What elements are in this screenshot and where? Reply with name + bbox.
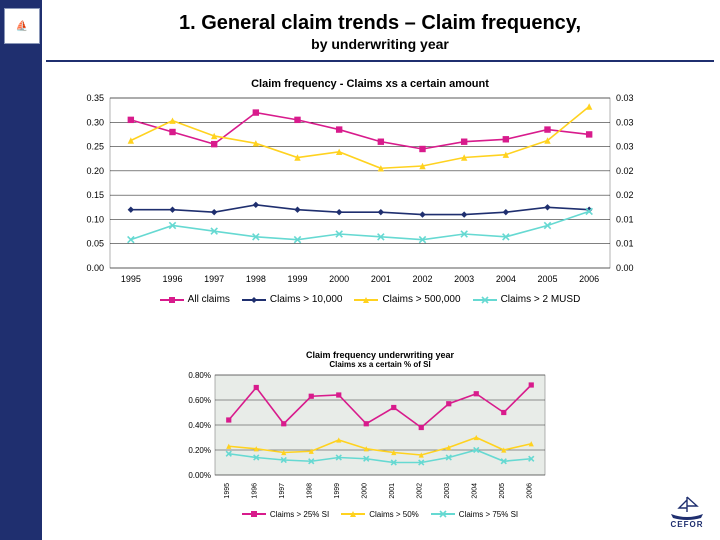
svg-text:0.30: 0.30 [86,117,104,127]
svg-text:1995: 1995 [224,483,231,499]
legend-item: All claims [160,294,230,305]
svg-text:2000: 2000 [361,483,368,499]
svg-text:0.10: 0.10 [86,214,104,224]
ship-icon [667,494,707,520]
chart1-title: Claim frequency - Claims xs a certain am… [70,78,670,90]
chart2-title: Claim frequency underwriting year [175,350,585,360]
svg-text:0.03: 0.03 [616,117,634,127]
svg-text:1995: 1995 [121,274,141,284]
svg-text:0.15: 0.15 [86,190,104,200]
svg-text:2003: 2003 [444,483,451,499]
title-underline [46,60,714,62]
svg-text:1999: 1999 [287,274,307,284]
svg-text:0.02: 0.02 [616,190,634,200]
svg-text:1998: 1998 [306,483,313,499]
svg-text:2005: 2005 [537,274,557,284]
svg-text:2003: 2003 [454,274,474,284]
svg-text:1997: 1997 [279,483,286,499]
legend-item: Claims > 75% SI [431,509,518,519]
chart2-subtitle: Claims xs a certain % of SI [175,360,585,369]
svg-text:0.20: 0.20 [86,166,104,176]
svg-text:1998: 1998 [246,274,266,284]
svg-text:0.05: 0.05 [86,239,104,249]
svg-text:1996: 1996 [162,274,182,284]
svg-text:2000: 2000 [329,274,349,284]
legend-item: Claims > 50% [341,509,419,519]
svg-text:2004: 2004 [496,274,516,284]
svg-text:2001: 2001 [389,483,396,499]
chart2-legend: Claims > 25% SI Claims > 50% Claims > 75% … [175,505,585,519]
logo-top: ⛵ [4,8,40,44]
legend-item: Claims > 10,000 [242,294,343,305]
legend-item: Claims > 500,000 [354,294,460,305]
logo-bottom: CEFOR [664,490,710,532]
slide-subtitle: by underwriting year [60,36,700,52]
svg-text:0.80%: 0.80% [188,371,211,380]
svg-text:0.20%: 0.20% [188,446,211,455]
svg-text:2001: 2001 [371,274,391,284]
svg-text:2006: 2006 [579,274,599,284]
legend-item: Claims > 25% SI [242,509,329,519]
svg-text:0.35: 0.35 [86,93,104,103]
svg-text:0.03: 0.03 [616,142,634,152]
svg-text:0.00%: 0.00% [188,471,211,480]
svg-text:0.25: 0.25 [86,142,104,152]
svg-text:0.00: 0.00 [86,263,104,273]
chart1-svg: 0.00 0.05 0.10 0.15 0.20 0.25 0.30 0.35 0.00 0.01… [70,90,650,290]
legend-item: Claims > 2 MUSD [473,294,581,305]
svg-text:0.01: 0.01 [616,214,634,224]
svg-text:0.02: 0.02 [616,166,634,176]
svg-text:1996: 1996 [251,483,258,499]
svg-text:2006: 2006 [526,483,533,499]
svg-text:1997: 1997 [204,274,224,284]
chart1: Claim frequency - Claims xs a certain am… [70,78,670,305]
chart2: Claim frequency underwriting year Claims… [175,350,585,519]
slide-title: 1. General claim trends – Claim frequenc… [60,12,700,35]
chart2-svg: 0.00% 0.20% 0.40% 0.60% 0.80% 1995 1996 1997 199… [175,369,555,505]
svg-text:2004: 2004 [471,483,478,499]
left-accent-band [0,0,42,540]
svg-text:0.40%: 0.40% [188,421,211,430]
svg-text:2002: 2002 [412,274,432,284]
svg-text:2002: 2002 [416,483,423,499]
svg-text:2005: 2005 [499,483,506,499]
svg-text:0.01: 0.01 [616,239,634,249]
chart1-legend: All claims Claims > 10,000 Claims > 500,00… [70,290,670,305]
svg-text:1999: 1999 [334,483,341,499]
svg-text:0.00: 0.00 [616,263,634,273]
svg-text:0.03: 0.03 [616,93,634,103]
svg-text:0.60%: 0.60% [188,396,211,405]
